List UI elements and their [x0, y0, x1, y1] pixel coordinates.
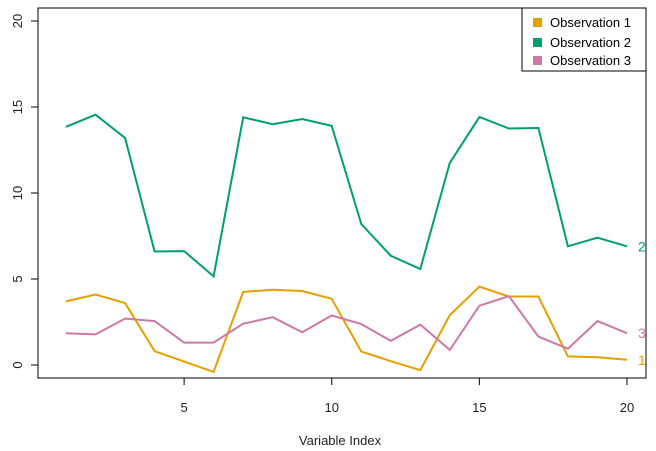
- legend-swatch-1: [533, 18, 542, 27]
- series-line-1: [65, 285, 628, 374]
- y-tick-label-15: 15: [10, 100, 25, 114]
- legend-label-2: Observation 2: [550, 35, 631, 50]
- y-tick-label-0: 0: [10, 361, 25, 368]
- legend-swatch-2: [533, 38, 542, 47]
- x-axis-title: Variable Index: [299, 433, 382, 448]
- legend-box: [521, 7, 647, 72]
- y-tick-label-20: 20: [10, 14, 25, 28]
- series-lines: [65, 113, 628, 374]
- legend-label-1: Observation 1: [550, 15, 631, 30]
- series-end-label-1: 1: [638, 352, 646, 368]
- series-end-labels: 1 2 3: [638, 238, 646, 368]
- y-tick-label-5: 5: [10, 275, 25, 282]
- x-tick-label-5: 5: [180, 400, 187, 415]
- legend-label-3: Observation 3: [550, 53, 631, 68]
- x-tick-label-20: 20: [620, 400, 634, 415]
- series-line-2: [65, 113, 628, 279]
- legend-swatch-3: [533, 56, 542, 65]
- series-end-label-3: 3: [638, 325, 646, 341]
- x-tick-label-15: 15: [472, 400, 486, 415]
- series-end-label-2: 2: [638, 238, 646, 254]
- legend: Observation 1 Observation 2 Observation …: [521, 7, 647, 72]
- series-line-3: [65, 295, 628, 352]
- x-axis: 5 10 15 20: [180, 377, 634, 415]
- y-axis: 0 5 10 15 20: [10, 14, 39, 369]
- y-tick-label-10: 10: [10, 186, 25, 200]
- x-tick-label-10: 10: [325, 400, 339, 415]
